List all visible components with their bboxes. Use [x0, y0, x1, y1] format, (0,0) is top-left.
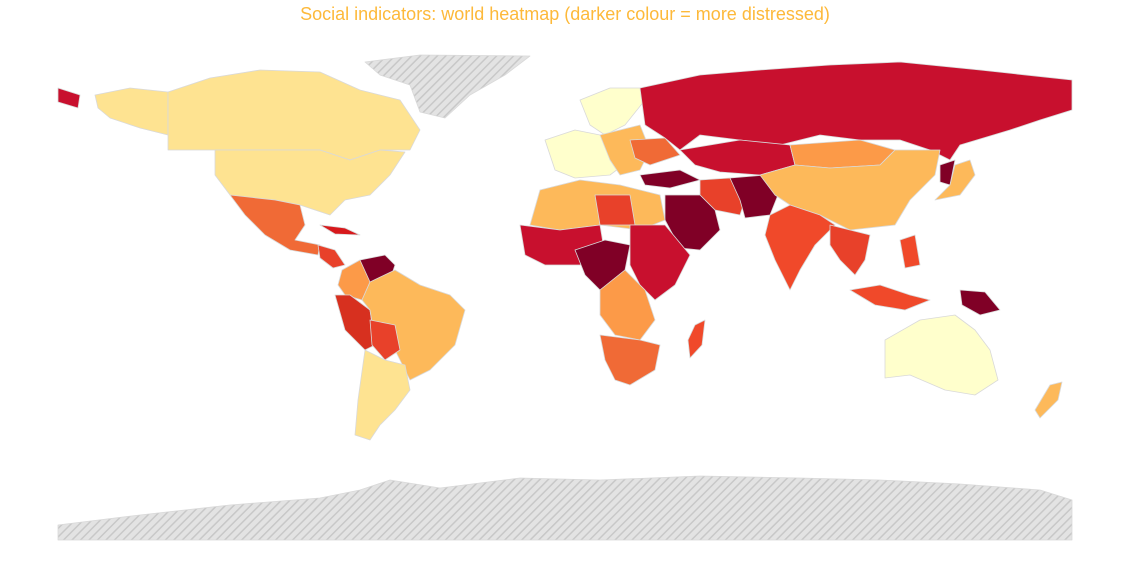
bolivia: [369, 319, 401, 361]
india: [764, 204, 836, 291]
argentina-chile: [354, 349, 411, 441]
arabia: [664, 194, 721, 251]
central-america: [317, 244, 346, 269]
scandinavia: [579, 87, 646, 136]
ukraine: [629, 137, 681, 166]
japan: [934, 159, 976, 201]
greenland: [364, 54, 531, 119]
alaska: [94, 87, 169, 136]
southeast-asia: [829, 224, 871, 276]
antarctica: [57, 475, 1073, 541]
central-africa: [599, 269, 656, 341]
turkey: [639, 169, 701, 189]
east-africa: [629, 224, 691, 301]
brazil: [361, 269, 466, 381]
madagascar: [687, 319, 706, 359]
new-zealand: [1034, 381, 1063, 419]
papua: [959, 289, 1001, 316]
philippines: [899, 234, 921, 269]
indonesia: [849, 284, 931, 311]
southern-africa: [599, 334, 661, 386]
alaska-west: [57, 87, 81, 109]
canada: [167, 69, 421, 161]
mexico: [229, 194, 321, 256]
eastern-europe: [599, 124, 651, 176]
libya: [594, 194, 636, 226]
cuba: [319, 224, 361, 236]
mongolia: [789, 139, 896, 169]
russia: [639, 61, 1073, 161]
map-title: Social indicators: world heatmap (darker…: [300, 4, 830, 24]
australia: [884, 314, 999, 396]
